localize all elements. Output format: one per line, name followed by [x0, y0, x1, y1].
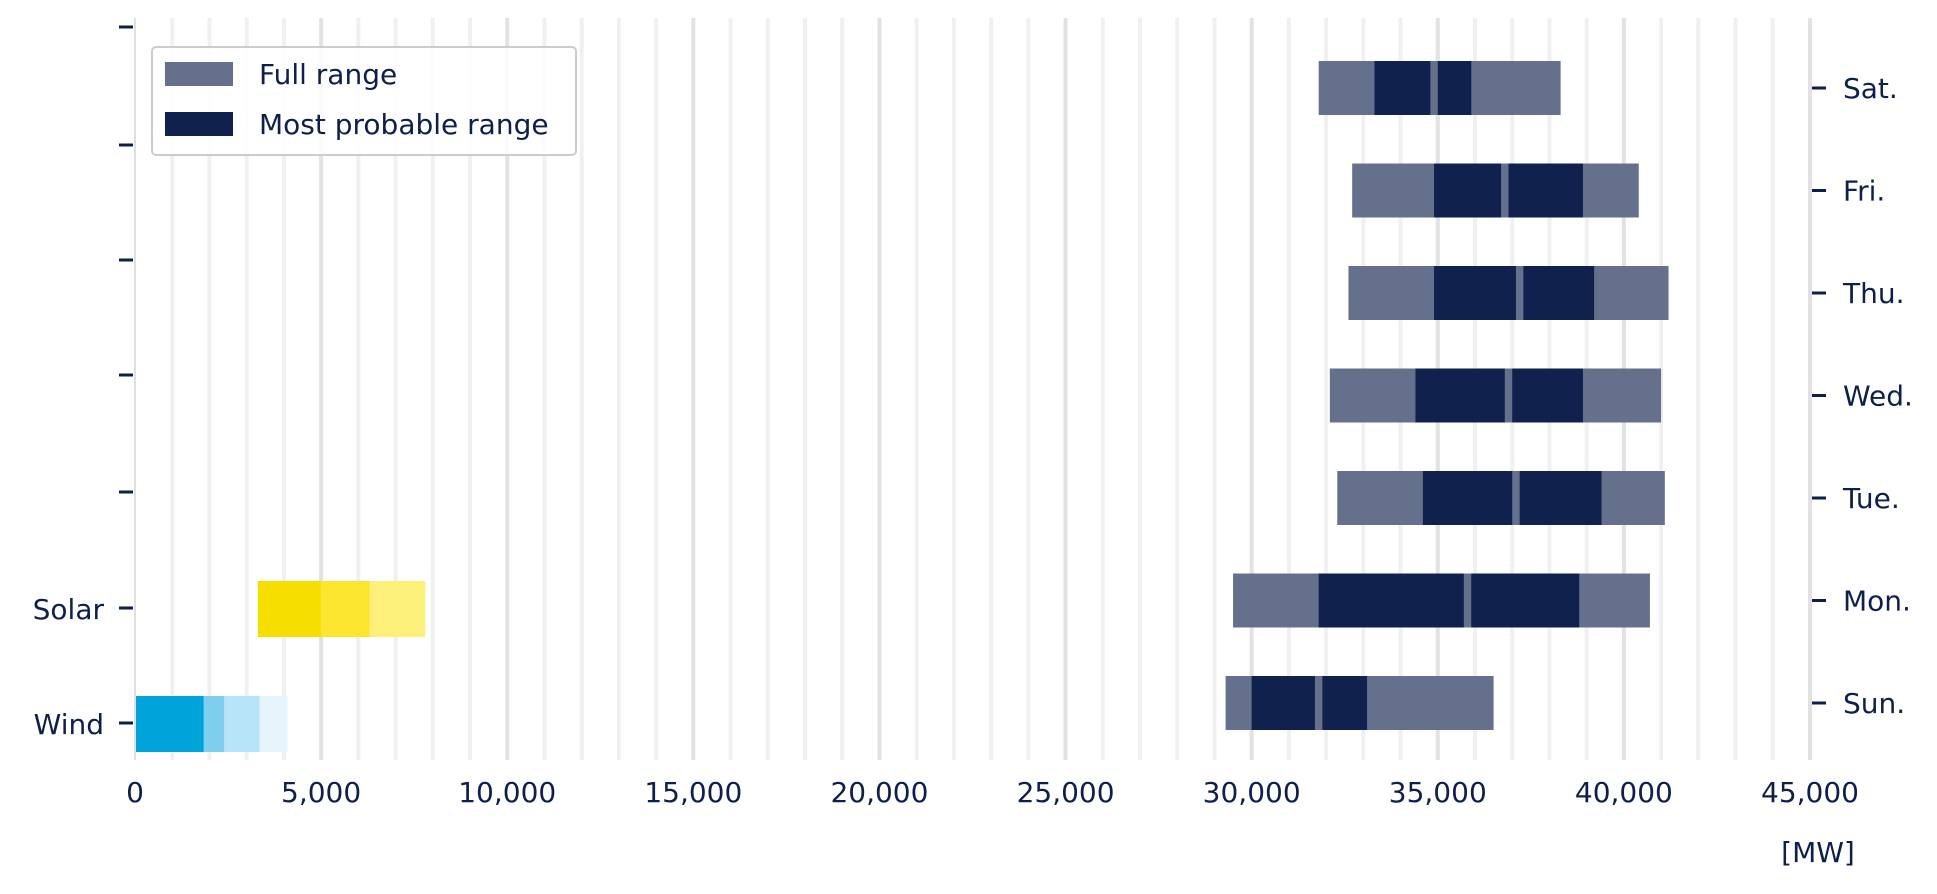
x-tick-label: 5,000	[281, 776, 361, 809]
x-tick-label: 25,000	[1017, 776, 1115, 809]
legend-label-full-range: Full range	[259, 58, 397, 91]
legend-label-most-probable-range: Most probable range	[259, 108, 549, 141]
bar-most-probable-range	[1422, 471, 1513, 525]
bar-segment-wind	[135, 696, 204, 752]
bar-most-probable-range	[1512, 368, 1583, 423]
bar-most-probable-range	[1434, 266, 1516, 320]
day-label: Fri.	[1843, 175, 1885, 208]
bar-segment-solar	[321, 581, 370, 637]
bar-marks	[135, 61, 1669, 752]
x-tick-label: 0	[126, 776, 144, 809]
legend-frame	[151, 46, 577, 156]
day-label: Sat.	[1843, 72, 1898, 105]
bar-most-probable-range	[1434, 163, 1502, 218]
bar-segment-solar	[369, 581, 426, 637]
bar-most-probable-range	[1322, 676, 1368, 730]
day-label: Thu.	[1842, 277, 1905, 310]
x-tick-label: 45,000	[1761, 776, 1859, 809]
day-label: Tue.	[1842, 482, 1900, 515]
x-tick-label: 10,000	[458, 776, 556, 809]
unit-label: [MW]	[1781, 836, 1855, 869]
x-tick-label: 15,000	[644, 776, 742, 809]
bar-most-probable-range	[1318, 573, 1464, 628]
bar-segment-wind	[224, 696, 260, 752]
bar-most-probable-range	[1519, 471, 1602, 525]
bar-most-probable-range	[1437, 61, 1472, 115]
bar-most-probable-range	[1471, 573, 1580, 628]
bar-most-probable-range	[1374, 61, 1431, 115]
bar-most-probable-range	[1508, 163, 1583, 218]
axes: 0 5,000 10,000 15,000 20,000 25,000 30,000 35,0…	[33, 18, 1913, 809]
day-label: Mon.	[1843, 585, 1911, 618]
bar-segment-wind	[203, 696, 225, 752]
x-tick-label: 30,000	[1203, 776, 1301, 809]
bar-most-probable-range	[1251, 676, 1315, 730]
legend-swatch-most-probable-range	[165, 112, 233, 136]
bar-most-probable-range	[1415, 368, 1505, 423]
day-label: Sun.	[1843, 687, 1905, 720]
bar-segment-solar	[257, 581, 322, 637]
bar-most-probable-range	[1523, 266, 1595, 320]
day-label: Wed.	[1843, 380, 1913, 413]
bar-segment-wind	[259, 696, 288, 752]
renewable-label: Solar	[33, 593, 105, 626]
x-tick-label: 20,000	[830, 776, 928, 809]
legend-swatch-full-range	[165, 62, 233, 86]
renewable-label: Wind	[34, 708, 104, 741]
x-tick-label: 40,000	[1575, 776, 1673, 809]
legend: Full range Most probable range	[151, 46, 577, 156]
x-tick-label: 35,000	[1389, 776, 1487, 809]
